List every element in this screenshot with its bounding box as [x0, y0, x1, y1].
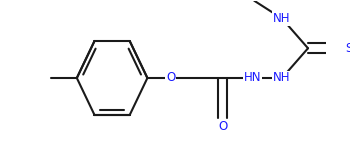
Text: HN: HN [244, 71, 261, 84]
Text: O: O [218, 120, 227, 133]
Text: O: O [166, 71, 175, 84]
Text: NH: NH [273, 71, 291, 84]
Text: NH: NH [273, 12, 291, 25]
Text: S: S [345, 42, 350, 55]
